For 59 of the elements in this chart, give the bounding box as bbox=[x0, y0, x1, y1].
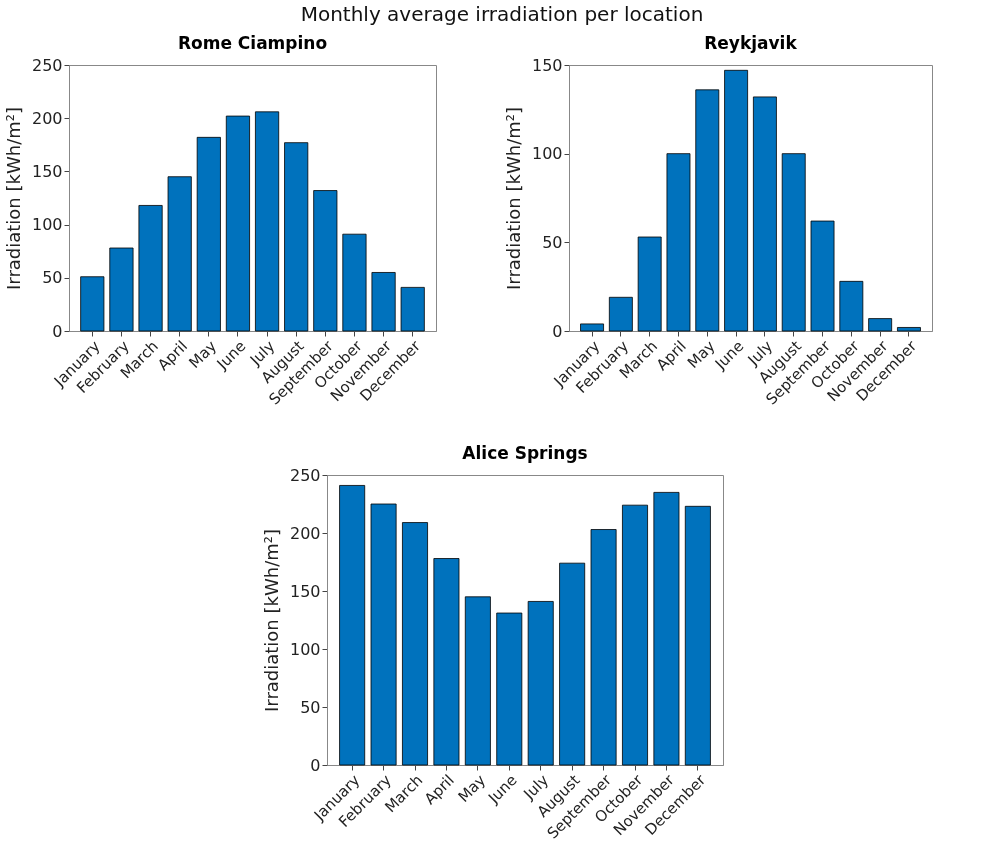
bar bbox=[496, 612, 523, 766]
bar bbox=[339, 485, 366, 766]
y-tick-label: 250 bbox=[289, 465, 321, 485]
bar bbox=[527, 601, 554, 766]
chart-title: Rome Ciampino bbox=[177, 33, 328, 53]
bar bbox=[580, 323, 604, 332]
chart-title: Alice Springs bbox=[462, 443, 588, 463]
bar bbox=[781, 153, 806, 332]
y-tick-label: 200 bbox=[31, 108, 63, 128]
bar bbox=[255, 111, 280, 332]
bar bbox=[284, 142, 309, 332]
bar bbox=[225, 115, 250, 332]
y-tick-label: 150 bbox=[289, 581, 321, 601]
bar bbox=[313, 190, 338, 332]
bar bbox=[80, 276, 105, 332]
bar bbox=[464, 596, 491, 766]
bar bbox=[695, 89, 720, 332]
bar bbox=[402, 522, 428, 766]
y-tick-label: 250 bbox=[31, 55, 63, 75]
y-tick-label: 200 bbox=[289, 523, 321, 543]
bar bbox=[433, 558, 460, 766]
bar bbox=[559, 562, 586, 766]
y-tick-label: 0 bbox=[310, 755, 321, 775]
bar bbox=[109, 247, 134, 332]
chart-title: Reykjavik bbox=[704, 33, 798, 53]
y-tick-label: 100 bbox=[289, 639, 321, 659]
bar bbox=[590, 529, 617, 766]
bar bbox=[622, 504, 648, 766]
bar bbox=[167, 176, 192, 332]
y-tick-label: 100 bbox=[531, 144, 563, 164]
y-tick-label: 100 bbox=[31, 215, 63, 235]
y-tick-label: 0 bbox=[552, 321, 563, 341]
y-tick-label: 150 bbox=[31, 161, 63, 181]
y-axis-title: Irradiation [kWh/m²] bbox=[2, 107, 24, 290]
bar bbox=[684, 505, 711, 766]
bar bbox=[752, 96, 777, 332]
y-tick-label: 150 bbox=[531, 55, 563, 75]
y-tick-label: 50 bbox=[42, 268, 63, 288]
bar bbox=[839, 280, 864, 332]
y-axis-title: Irradiation [kWh/m²] bbox=[502, 107, 524, 290]
bar bbox=[868, 318, 893, 332]
bar bbox=[400, 286, 425, 332]
y-tick-label: 0 bbox=[52, 321, 63, 341]
y-tick-label: 50 bbox=[300, 697, 321, 717]
bar bbox=[637, 236, 662, 332]
bar bbox=[810, 220, 835, 332]
bar bbox=[666, 153, 691, 332]
bar bbox=[342, 233, 367, 332]
y-tick-label: 50 bbox=[542, 232, 563, 252]
bar bbox=[370, 503, 397, 766]
bar bbox=[371, 272, 396, 332]
bar bbox=[724, 69, 749, 332]
bar bbox=[196, 136, 221, 332]
y-axis-title: Irradiation [kWh/m²] bbox=[260, 529, 282, 712]
bar bbox=[138, 205, 163, 332]
bar bbox=[897, 327, 921, 332]
bar bbox=[608, 296, 633, 332]
bar bbox=[653, 492, 680, 766]
text: Monthly average irradiation per location bbox=[299, 2, 705, 26]
